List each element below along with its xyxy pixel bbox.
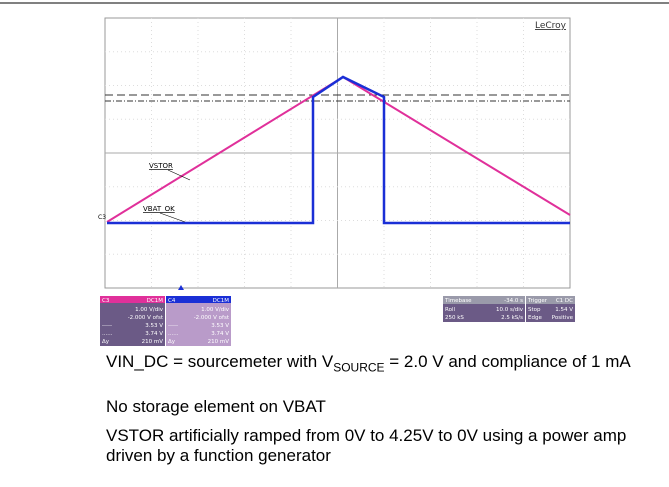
channel-value: 210 mV: [142, 339, 164, 345]
scope-figure: LeCroy VSTOR VBAT_OK C3 C3 DC1M 1.00 V/div…: [0, 2, 669, 346]
channel-name: C4: [168, 298, 176, 304]
channel-marker: Δy: [168, 339, 176, 345]
channel-label: C3: [98, 214, 106, 221]
channel-value: -2.000 V ofst: [128, 315, 164, 321]
caption-line: No storage element on VBAT: [106, 397, 326, 416]
channel-value: 3.53 V: [145, 323, 163, 329]
caption-text: = 2.0 V and compliance of 1 mA: [384, 352, 631, 371]
trigger-value: Positive: [552, 315, 574, 321]
trigger-label: Stop: [528, 307, 541, 313]
trigger-label: Edge: [528, 315, 542, 321]
channel-name: C3: [102, 298, 110, 304]
leader-line: [159, 212, 186, 223]
timebase-label: 250 kS: [445, 315, 464, 321]
channel-marker: ......: [168, 331, 179, 337]
trigger-value: 1.54 V: [555, 307, 573, 313]
trace-label: VBAT_OK: [143, 205, 175, 213]
trace-label: VSTOR: [149, 162, 173, 170]
channel-box: [166, 296, 231, 346]
channel-coupling: DC1M: [213, 298, 230, 304]
trigger-header: [526, 296, 575, 304]
timebase-label: Roll: [445, 307, 455, 313]
trigger-marker: [178, 285, 184, 290]
leader-line: [167, 169, 191, 181]
channel-value: 1.00 V/div: [135, 307, 164, 313]
timebase-value: 2.5 kS/s: [501, 315, 523, 321]
vbat-ok-trace: [107, 75, 570, 225]
channel-value: 1.00 V/div: [201, 307, 230, 313]
channel-value: 3.53 V: [211, 323, 229, 329]
timebase-title: Timebase: [444, 298, 472, 304]
timebase-value: 10.0 s/div: [496, 307, 524, 313]
info-boxes: C3 DC1M 1.00 V/div -2.000 V ofst 3.53 V 3.74 …: [100, 296, 575, 346]
channel-value: 210 mV: [208, 339, 230, 345]
trigger-title: Trigger: [527, 298, 548, 304]
caption-line: VSTOR artificially ramped from 0V to 4.2…: [106, 426, 627, 465]
grid: [105, 18, 570, 288]
channel-header: [166, 296, 231, 303]
channel-box: [100, 296, 165, 346]
caption-line: VIN_DC = sourcemeter with VSOURCE = 2.0 …: [106, 352, 651, 377]
channel-header: [100, 296, 165, 303]
channel-marker: ......: [102, 331, 113, 337]
channel-coupling: DC1M: [147, 298, 164, 304]
channel-value: -2.000 V ofst: [194, 315, 230, 321]
channel-value: 3.74 V: [211, 331, 229, 337]
timebase-header: [443, 296, 525, 304]
channel-marker: -----: [102, 323, 112, 329]
timebase-value: -34.0 s: [504, 298, 523, 304]
caption-subscript: SOURCE: [333, 360, 385, 375]
brand: LeCroy: [535, 21, 567, 31]
channel-marker: -----: [168, 323, 178, 329]
caption-text: VIN_DC = sourcemeter with V: [106, 352, 334, 371]
trigger-value: C1 DC: [556, 298, 573, 304]
channel-marker: Δy: [102, 339, 110, 345]
channel-value: 3.74 V: [145, 331, 163, 337]
